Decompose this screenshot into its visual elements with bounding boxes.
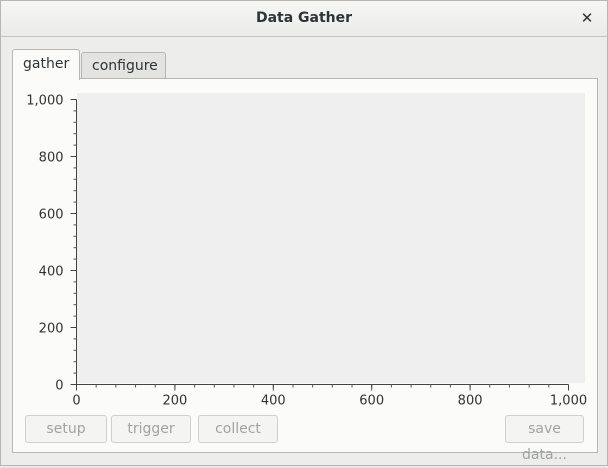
tab-gather[interactable]: gather bbox=[12, 49, 80, 80]
x-tick-label: 400 bbox=[261, 394, 286, 409]
title-bar[interactable]: Data Gather ✕ bbox=[1, 1, 607, 37]
y-tick-label: 400 bbox=[39, 265, 64, 280]
x-tick-label: 1,000 bbox=[550, 394, 587, 409]
save-data-button[interactable]: save data... bbox=[505, 415, 584, 463]
trigger-button[interactable]: trigger bbox=[111, 415, 191, 443]
plot-area bbox=[77, 93, 585, 383]
x-tick-label: 0 bbox=[72, 394, 80, 409]
y-tick-label: 200 bbox=[39, 322, 64, 337]
y-tick-label: 800 bbox=[39, 151, 64, 166]
collect-button[interactable]: collect bbox=[198, 415, 278, 443]
x-tick-label: 800 bbox=[458, 394, 483, 409]
close-icon[interactable]: ✕ bbox=[580, 9, 594, 27]
setup-button[interactable]: setup bbox=[25, 415, 107, 443]
gather-panel: 0 200 400 600 800 1,000 0 200 400 600 800 1,000 set… bbox=[12, 78, 598, 463]
x-tick-label: 200 bbox=[162, 394, 187, 409]
window-title: Data Gather bbox=[255, 10, 353, 26]
y-tick-label: 600 bbox=[39, 208, 64, 223]
y-tick-label: 1,000 bbox=[26, 94, 63, 109]
tab-configure[interactable]: configure bbox=[81, 52, 166, 78]
chart-axes: 0 200 400 600 800 1,000 0 200 400 600 800 1,000 bbox=[26, 94, 587, 409]
x-tick-label: 600 bbox=[359, 394, 384, 409]
y-tick-label: 0 bbox=[55, 379, 63, 394]
